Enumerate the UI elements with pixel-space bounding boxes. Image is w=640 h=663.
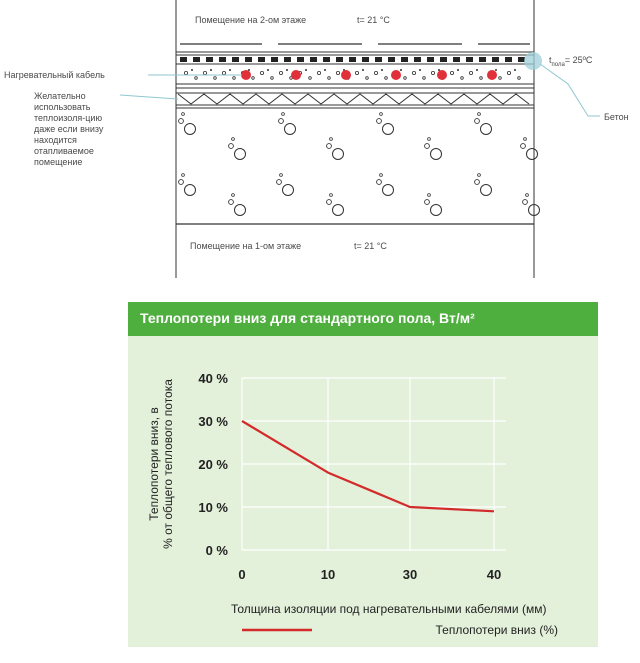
temp-upper-label: t= 21 °C — [357, 15, 390, 25]
y-tick-label: 10 % — [198, 500, 228, 515]
heating-cable-dot — [391, 70, 401, 80]
heating-cables — [241, 70, 497, 80]
heat-loss-chart: 0 % 10 % 20 % 30 % 40 % 0 10 30 40 Теплопотери вн… — [147, 371, 559, 637]
floor-temp-label: tпола= 25ºC — [549, 55, 593, 68]
cable-label: Нагревательный кабель — [4, 70, 105, 80]
floor-tiles — [180, 57, 525, 62]
y-tick-label: 20 % — [198, 457, 228, 472]
concrete-aggregate — [178, 112, 540, 216]
y-tick-label: 0 % — [206, 543, 229, 558]
insulation-label: Желательно использовать теплоизоля-цию д… — [34, 91, 104, 167]
floor-section-drawing — [119, 0, 600, 278]
x-tick-label: 10 — [321, 567, 335, 582]
x-tick-label: 30 — [403, 567, 417, 582]
screed-gravel — [183, 69, 521, 80]
series-line — [241, 420, 495, 513]
temp-lower-label: t= 21 °C — [354, 241, 387, 251]
x-axis-label: Толщина изоляции под нагревательными каб… — [231, 602, 546, 616]
insulation-callout-line — [119, 94, 179, 100]
floor-temp-marker — [524, 52, 542, 70]
heating-cable-dot — [437, 70, 447, 80]
room-lower-label: Помещение на 1-ом этаже — [190, 241, 302, 251]
insulation-zigzag — [177, 93, 530, 105]
chart-title: Теплопотери вниз для стандартного пола, … — [140, 310, 475, 326]
y-tick-label: 40 % — [198, 371, 228, 386]
concrete-label: Бетон — [604, 112, 629, 122]
x-tick-label: 40 — [487, 567, 501, 582]
y-axis-label: Теплопотери вниз, в% от общего теплового… — [147, 379, 175, 549]
x-tick-label: 0 — [238, 567, 245, 582]
heating-cable-dot — [241, 70, 251, 80]
room-upper-label: Помещение на 2-ом этаже — [195, 15, 307, 25]
chart-header: Теплопотери вниз для стандартного пола, … — [128, 302, 598, 336]
heating-cable-dot — [291, 70, 301, 80]
chart-panel: Теплопотери вниз для стандартного пола, … — [128, 302, 598, 647]
heating-cable-dot — [487, 70, 497, 80]
y-tick-label: 30 % — [198, 414, 228, 429]
heating-cable-dot — [341, 70, 351, 80]
legend-label: Теплопотери вниз (%) — [436, 623, 559, 637]
concrete-callout-line — [539, 63, 600, 117]
